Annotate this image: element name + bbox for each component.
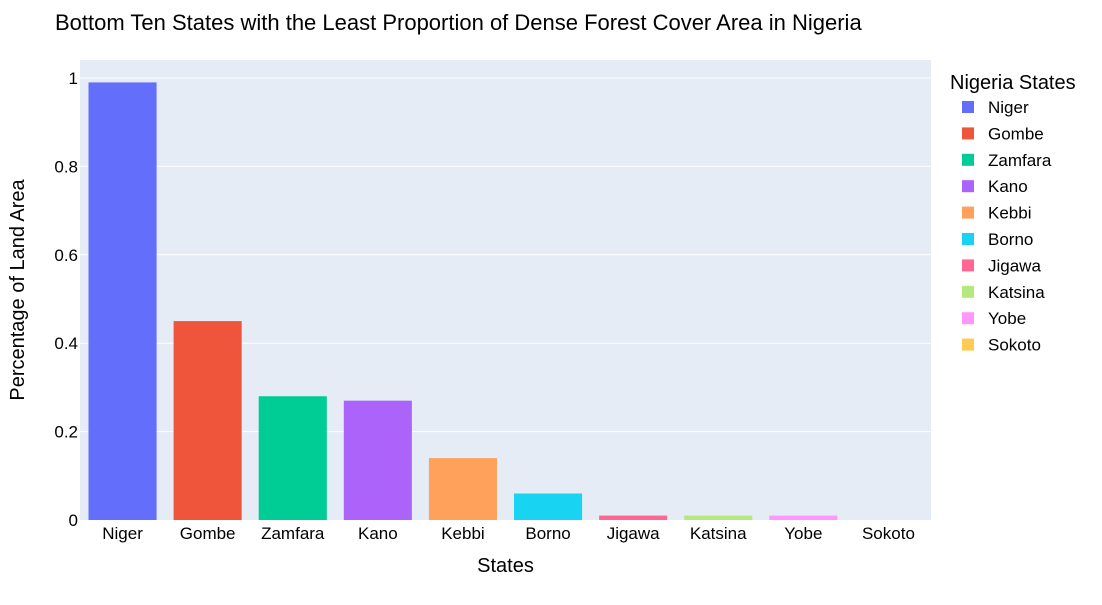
legend-label[interactable]: Kebbi (988, 204, 1031, 223)
x-tick-label: Borno (525, 524, 570, 543)
legend-label[interactable]: Zamfara (988, 151, 1052, 170)
y-tick-label: 0.6 (54, 246, 78, 265)
chart-title: Bottom Ten States with the Least Proport… (55, 10, 862, 35)
legend-swatch (962, 180, 974, 193)
bar-kano[interactable] (343, 400, 412, 520)
legend-label[interactable]: Borno (988, 230, 1033, 249)
x-tick-label: Zamfara (261, 524, 325, 543)
bar-jigawa[interactable] (599, 515, 668, 520)
bar-gombe[interactable] (173, 321, 242, 520)
x-axis-ticks: Niger Gombe Zamfara Kano Kebbi Borno Jigawa Kat… (102, 524, 915, 543)
x-tick-label: Kano (358, 524, 398, 543)
x-tick-label: Niger (102, 524, 143, 543)
legend-label[interactable]: Kano (988, 177, 1028, 196)
bar-niger[interactable] (88, 82, 157, 521)
y-axis-title: Percentage of Land Area (7, 178, 29, 400)
y-tick-label: 0.4 (54, 334, 78, 353)
bar-kebbi[interactable] (428, 458, 497, 520)
legend-items: Niger Gombe Zamfara Kano Kebbi Borno Jigawa Kat… (962, 98, 1052, 355)
y-axis-ticks: 0 0.2 0.4 0.6 0.8 1 (54, 69, 78, 530)
legend-title: Nigeria States (950, 72, 1076, 94)
x-tick-label: Yobe (784, 524, 822, 543)
x-tick-label: Sokoto (862, 524, 915, 543)
legend-swatch (962, 338, 974, 351)
legend-swatch (962, 285, 974, 298)
legend-label[interactable]: Sokoto (988, 336, 1041, 355)
legend-swatch (962, 259, 974, 272)
legend-swatch (962, 101, 974, 113)
legend-label[interactable]: Katsina (988, 283, 1045, 302)
legend-swatch (962, 312, 974, 325)
bars (88, 82, 838, 521)
x-tick-label: Gombe (180, 524, 236, 543)
bar-katsina[interactable] (684, 515, 753, 520)
y-tick-label: 0 (69, 511, 78, 530)
legend: Nigeria States Niger Gombe Zamfara Kano Kebb… (950, 72, 1076, 355)
x-tick-label: Kebbi (441, 524, 484, 543)
y-tick-label: 1 (69, 69, 78, 88)
legend-label[interactable]: Jigawa (988, 256, 1041, 275)
legend-swatch (962, 233, 974, 245)
y-tick-label: 0.8 (54, 157, 78, 176)
legend-swatch (962, 206, 974, 219)
bar-yobe[interactable] (769, 515, 838, 520)
legend-swatch (962, 127, 974, 140)
legend-label[interactable]: Niger (988, 98, 1029, 117)
legend-label[interactable]: Gombe (988, 124, 1044, 143)
x-tick-label: Katsina (690, 524, 747, 543)
x-tick-label: Jigawa (607, 524, 660, 543)
bar-borno[interactable] (514, 493, 583, 520)
x-axis-title: States (477, 555, 534, 577)
bar-zamfara[interactable] (258, 396, 327, 520)
legend-swatch (962, 153, 974, 166)
y-tick-label: 0.2 (54, 423, 78, 442)
legend-label[interactable]: Yobe (988, 309, 1026, 328)
